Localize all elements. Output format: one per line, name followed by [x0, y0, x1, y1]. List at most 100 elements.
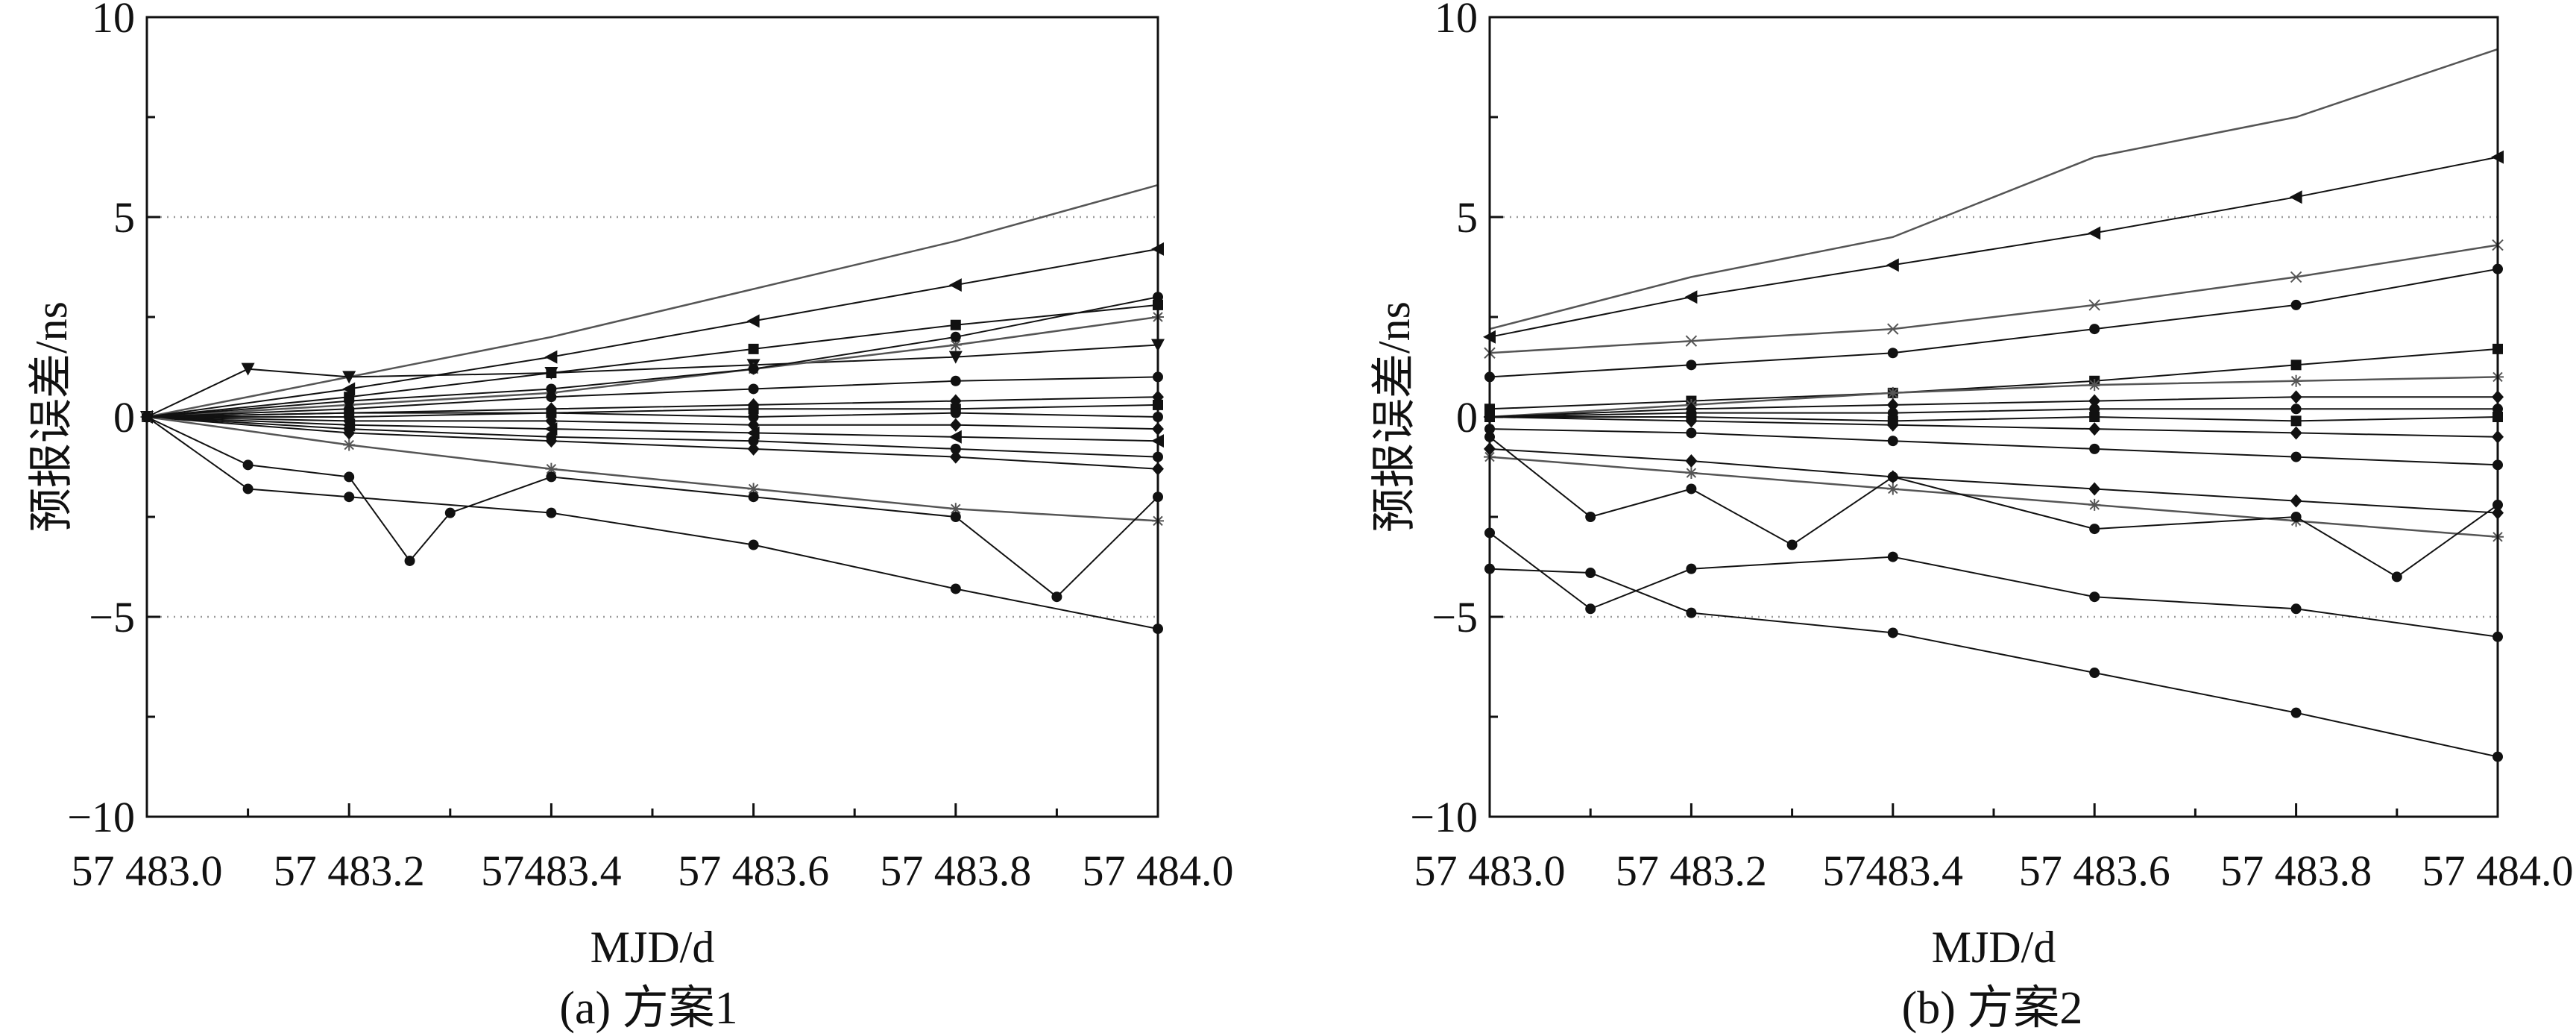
data-point — [950, 407, 961, 418]
data-point — [748, 363, 759, 374]
series-line — [146, 304, 1159, 418]
data-point — [1886, 483, 1899, 495]
data-point — [1685, 467, 1698, 480]
series-line — [1489, 348, 2498, 410]
data-point — [2088, 498, 2101, 511]
data-point — [2290, 299, 2302, 310]
data-point — [544, 367, 558, 380]
x-tick-label: 57 483.0 — [72, 847, 223, 895]
data-point — [948, 351, 963, 364]
data-point — [2290, 451, 2302, 462]
data-point — [748, 383, 759, 395]
data-point — [2290, 360, 2302, 371]
data-point — [2088, 394, 2101, 408]
y-axis-label: 预报误差/ns — [1370, 301, 1419, 533]
data-point — [2088, 422, 2101, 436]
data-point — [2088, 299, 2100, 311]
data-point — [2089, 443, 2100, 454]
x-tick-label: 57 483.0 — [1414, 847, 1566, 895]
series-line — [146, 416, 1159, 470]
x-tick-label: 57483.4 — [481, 847, 622, 895]
data-point — [1887, 348, 1898, 359]
series-line — [146, 416, 1159, 430]
data-point — [342, 371, 356, 384]
data-point — [748, 412, 759, 422]
series-group — [140, 183, 1165, 635]
data-point — [746, 314, 760, 328]
data-point — [2290, 426, 2302, 440]
series-line — [146, 416, 1159, 598]
data-point — [1686, 360, 1697, 371]
data-point — [545, 434, 558, 448]
data-point — [2290, 707, 2302, 718]
data-point — [2089, 324, 2100, 335]
y-tick-label: 10 — [92, 0, 135, 42]
y-tick-label: −5 — [89, 593, 135, 641]
data-point — [950, 375, 961, 386]
data-point — [1585, 512, 1596, 522]
x-tick-label: 57 483.6 — [678, 847, 829, 895]
data-point — [950, 583, 961, 594]
data-point — [1887, 627, 1898, 638]
data-point — [343, 426, 356, 440]
data-point — [2089, 412, 2100, 422]
data-point — [950, 512, 961, 522]
panel-caption: (b) 方案2 — [1902, 983, 2083, 1034]
y-tick-label: 5 — [1456, 193, 1478, 242]
y-tick-label: 10 — [1435, 0, 1478, 42]
series-line — [146, 376, 1159, 418]
series-line — [1490, 415, 2498, 422]
data-point — [949, 450, 962, 464]
data-point — [1686, 563, 1697, 574]
data-point — [1886, 398, 1899, 412]
y-tick-label: 0 — [1456, 393, 1478, 442]
data-point — [949, 418, 962, 432]
data-point — [2290, 390, 2302, 404]
y-tick-label: 5 — [113, 193, 135, 242]
data-point — [2290, 404, 2302, 415]
series-line — [1489, 532, 2498, 638]
data-point — [1886, 386, 1899, 399]
series-line — [1489, 568, 2498, 758]
data-point — [546, 392, 557, 403]
data-point — [747, 483, 760, 495]
data-point — [2089, 668, 2100, 679]
series-line — [1489, 48, 2498, 330]
series-line — [1489, 408, 2498, 418]
data-point — [344, 492, 355, 503]
series-line — [146, 183, 1159, 418]
data-point — [1887, 323, 1899, 335]
data-point — [546, 507, 557, 518]
data-point — [748, 343, 759, 354]
data-point — [2290, 415, 2302, 427]
data-point — [748, 436, 759, 447]
x-tick-label: 57 483.8 — [880, 847, 1031, 895]
series-line — [1489, 244, 2498, 354]
series-line — [146, 404, 1159, 418]
data-point — [2088, 379, 2101, 392]
data-point — [1051, 591, 1062, 603]
data-point — [748, 539, 759, 550]
data-point — [748, 404, 759, 415]
series-line — [1489, 428, 2498, 466]
data-point — [950, 443, 961, 454]
data-point — [747, 442, 760, 456]
data-point — [444, 507, 456, 518]
panel-b: 57 483.0 57 483.2 57483.4 57 483.6 57 483.8 5… — [1370, 0, 2574, 1034]
data-point — [1886, 258, 1899, 272]
y-tick-label: 0 — [113, 393, 135, 442]
y-tick-label: −5 — [1432, 593, 1478, 641]
series-line — [146, 248, 1159, 418]
data-point — [2290, 374, 2302, 387]
data-point — [544, 422, 558, 436]
panel-caption: (a) 方案1 — [559, 983, 737, 1034]
data-point — [948, 278, 962, 292]
y-tick-label: −10 — [1410, 793, 1478, 841]
series-line — [146, 415, 1159, 522]
x-tick-label: 57 483.2 — [274, 847, 425, 895]
data-point — [948, 430, 962, 444]
data-point — [748, 492, 759, 503]
data-point — [242, 483, 253, 495]
data-point — [950, 331, 961, 342]
series-line — [1489, 448, 2498, 514]
